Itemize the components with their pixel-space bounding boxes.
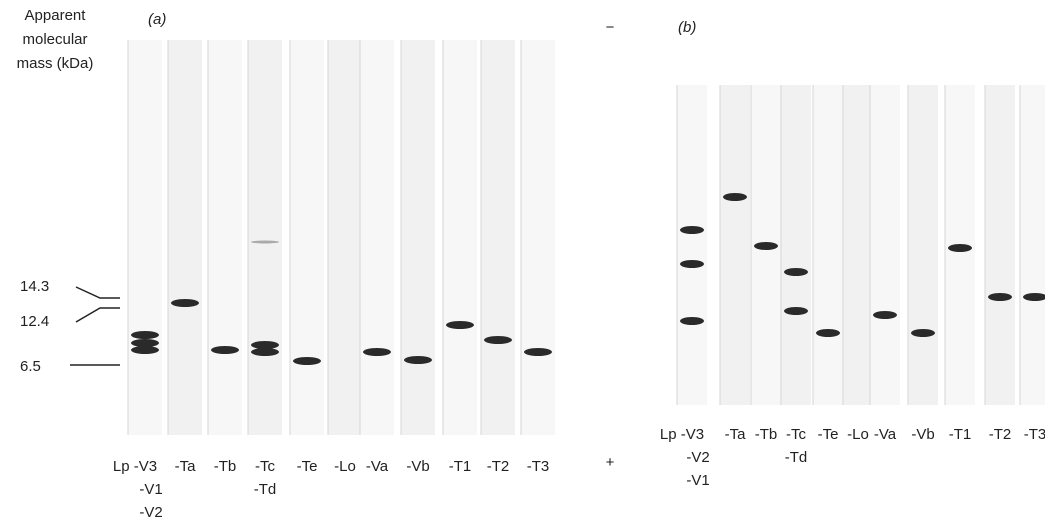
- gel-lane: [870, 85, 900, 405]
- axis-title-line: Apparent: [25, 7, 87, 24]
- lane-label: -Tc: [255, 458, 275, 475]
- band: [251, 348, 279, 356]
- band: [680, 226, 704, 234]
- gel-lane: [481, 40, 515, 435]
- gel-lane: [1020, 85, 1045, 405]
- gel-lane: [290, 40, 324, 435]
- polarity-plus: +: [606, 454, 615, 471]
- gel-lane: [781, 85, 811, 405]
- band: [484, 336, 512, 344]
- axis-title-line: molecular: [22, 31, 87, 48]
- gel-lane: [128, 40, 162, 435]
- lane-label: Lp -V3: [113, 458, 157, 475]
- band: [784, 268, 808, 276]
- gel-lane: [208, 40, 242, 435]
- lane-label: -Td: [254, 481, 277, 498]
- lane-label: -T2: [989, 426, 1012, 443]
- lane-label: -Va: [366, 458, 389, 475]
- gel-lane: [720, 85, 750, 405]
- lane-label: -Vb: [911, 426, 934, 443]
- marker-label: 6.5: [20, 358, 41, 375]
- lane-label: -Va: [874, 426, 897, 443]
- marker-line: [75, 307, 120, 323]
- band: [911, 329, 935, 337]
- lane-label: -Td: [785, 449, 808, 466]
- gel-lane: [521, 40, 555, 435]
- gel-lane: [843, 85, 873, 405]
- lane-label: -T3: [527, 458, 550, 475]
- lane-label: -Tb: [214, 458, 237, 475]
- gel-lane: [443, 40, 477, 435]
- band: [251, 240, 279, 244]
- band: [211, 346, 239, 354]
- band: [873, 311, 897, 319]
- band: [524, 348, 552, 356]
- lane-label: -Te: [818, 426, 839, 443]
- gel-lane: [908, 85, 938, 405]
- band: [723, 193, 747, 201]
- band: [363, 348, 391, 356]
- marker-line: [75, 286, 120, 299]
- lane-label: -Ta: [175, 458, 196, 475]
- gels: Lp -V3-V1-V2-Ta -Tb -Tc-Td-Te -Lo -Va -Vb -T1-…: [113, 40, 1045, 521]
- marker-label: 12.4: [20, 313, 49, 330]
- gel-lane: [360, 40, 394, 435]
- lane-label: -T1: [449, 458, 472, 475]
- band: [131, 331, 159, 339]
- lane-label: -Tb: [755, 426, 778, 443]
- band: [446, 321, 474, 329]
- gel-lane: [813, 85, 843, 405]
- lane-label: -T3: [1024, 426, 1045, 443]
- gel-lane: [401, 40, 435, 435]
- band: [131, 339, 159, 347]
- lane-label: -T1: [949, 426, 972, 443]
- band: [171, 299, 199, 307]
- band: [680, 317, 704, 325]
- band: [293, 357, 321, 365]
- band: [131, 346, 159, 354]
- band: [680, 260, 704, 268]
- lane-label: -V2: [139, 504, 162, 521]
- lane-label: Lp -V3: [660, 426, 704, 443]
- band: [948, 244, 972, 252]
- lane-label: -Lo: [334, 458, 356, 475]
- band: [404, 356, 432, 364]
- gel-lane: [677, 85, 707, 405]
- band: [784, 307, 808, 315]
- lane-label: -Lo: [847, 426, 869, 443]
- lane-label: -Ta: [725, 426, 746, 443]
- band: [251, 341, 279, 349]
- gel-lane: [985, 85, 1015, 405]
- lane-label: -V1: [686, 472, 709, 489]
- lane-label: -Vb: [406, 458, 429, 475]
- marker-label: 14.3: [20, 278, 49, 295]
- gel-lane: [168, 40, 202, 435]
- lane-label: -Tc: [786, 426, 806, 443]
- band: [754, 242, 778, 250]
- lane-label: -T2: [487, 458, 510, 475]
- band: [816, 329, 840, 337]
- gel-lane: [328, 40, 362, 435]
- gel-lane: [248, 40, 282, 435]
- axis-title-line: mass (kDa): [17, 55, 94, 72]
- polarity-minus: −: [606, 19, 615, 36]
- lane-label: -V1: [139, 481, 162, 498]
- band: [988, 293, 1012, 301]
- lane-label: -V2: [686, 449, 709, 466]
- band: [1023, 293, 1045, 301]
- panel-label: (a): [148, 11, 166, 28]
- panel-label: (b): [678, 19, 696, 36]
- lane-label: -Te: [297, 458, 318, 475]
